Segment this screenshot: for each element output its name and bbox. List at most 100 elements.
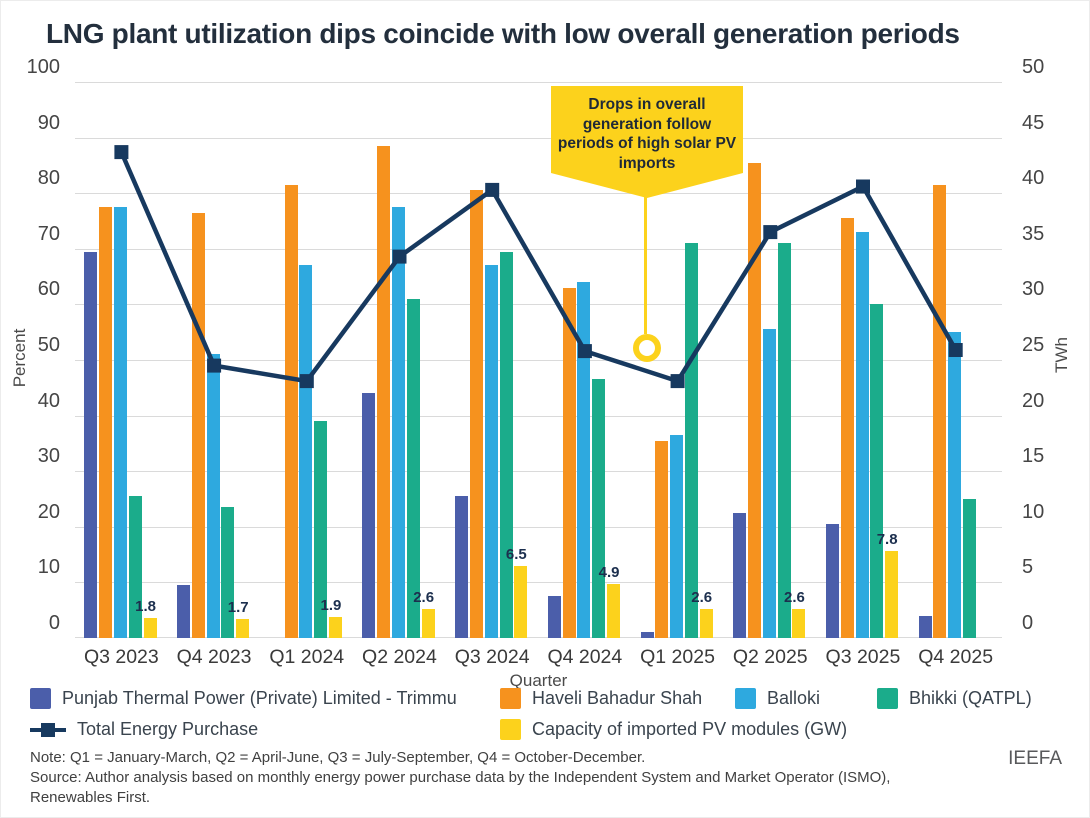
legend-swatch	[500, 688, 521, 709]
bar-capacity-of-imported-pv-modules-gw-	[143, 617, 157, 638]
bar-balloki	[299, 265, 313, 638]
pv-value-label: 1.9	[320, 596, 342, 614]
legend-swatch	[500, 719, 521, 740]
grid-line	[75, 471, 1002, 473]
bar-group: 4.9	[539, 82, 632, 638]
grid-line	[75, 193, 1002, 195]
legend-label: Bhikki (QATPL)	[909, 688, 1032, 708]
left-axis-tick-label: 10	[37, 556, 60, 579]
x-axis-tick-label: Q1 2024	[269, 646, 345, 668]
line-marker	[763, 225, 778, 240]
bar-balloki	[577, 282, 591, 638]
pv-value-label: 1.7	[227, 599, 249, 617]
bar-haveli-bahadur-shah	[840, 218, 854, 638]
line-marker	[207, 358, 222, 373]
legend-item: Haveli Bahadur Shah	[500, 688, 702, 709]
x-axis-tick-label: Q2 2025	[732, 646, 808, 668]
line-legend-marker	[41, 722, 55, 737]
bar-balloki	[762, 329, 776, 638]
line-marker	[392, 249, 407, 264]
line-marker	[114, 145, 129, 160]
line-marker	[299, 374, 314, 389]
bar-punjab-thermal-power-private-limited-trimmu	[362, 393, 376, 638]
right-axis-tick-label: 25	[1022, 334, 1045, 356]
bar-capacity-of-imported-pv-modules-gw-	[236, 619, 250, 638]
legend-swatch	[735, 688, 756, 709]
bar-capacity-of-imported-pv-modules-gw-	[328, 616, 342, 638]
bar-balloki	[670, 435, 684, 638]
annotation-ring-marker	[633, 334, 661, 362]
right-axis-tick-label: 10	[1022, 500, 1045, 523]
bar-capacity-of-imported-pv-modules-gw-	[792, 609, 806, 638]
bar-bhikki-qatpl-	[777, 243, 791, 638]
legend-item: Total Energy Purchase	[30, 719, 258, 740]
x-axis-tick-label: Q1 2025	[640, 646, 715, 668]
annotation-callout: Drops in overall generation follow perio…	[551, 86, 743, 198]
grid-line	[75, 304, 1002, 306]
bar-bhikki-qatpl-	[963, 499, 977, 638]
line-marker	[670, 374, 685, 389]
right-axis-tick-label: 15	[1022, 445, 1045, 468]
footnotes: Note: Q1 = January-March, Q2 = April-Jun…	[30, 748, 890, 807]
bar-punjab-thermal-power-private-limited-trimmu	[918, 615, 932, 638]
bar-balloki	[206, 354, 220, 638]
grid-line	[75, 360, 1002, 361]
bar-balloki	[484, 265, 498, 638]
legend-label: Punjab Thermal Power (Private) Limited -…	[62, 688, 457, 708]
bar-balloki	[855, 232, 869, 638]
bar-group: 2.6	[724, 82, 817, 638]
bar-haveli-bahadur-shah	[469, 190, 483, 638]
bar-group: 1.7	[168, 82, 261, 638]
bar-punjab-thermal-power-private-limited-trimmu	[733, 512, 747, 638]
bar-balloki	[113, 207, 127, 638]
legend-label: Capacity of imported PV modules (GW)	[532, 719, 848, 739]
right-axis-tick-label: 20	[1022, 389, 1045, 412]
pv-value-label: 4.9	[598, 563, 620, 581]
note-line: Note: Q1 = January-March, Q2 = April-Jun…	[30, 749, 646, 766]
bar-haveli-bahadur-shah	[748, 162, 762, 638]
bar-capacity-of-imported-pv-modules-gw-	[607, 583, 621, 638]
grid-line	[75, 248, 1002, 250]
right-axis-tick-label: 40	[1022, 167, 1045, 190]
pv-value-label: 2.6	[784, 589, 805, 607]
total-energy-purchase-line	[114, 145, 963, 389]
bar-haveli-bahadur-shah	[933, 184, 947, 638]
legend-item: Punjab Thermal Power (Private) Limited -…	[30, 688, 457, 709]
left-axis-tick-label: 50	[37, 334, 60, 356]
left-axis-tick-label: 0	[48, 612, 60, 634]
right-axis-tick-label: 0	[1022, 612, 1034, 634]
line-legend-icon	[30, 722, 66, 737]
grid-line	[75, 415, 1002, 417]
bar-punjab-thermal-power-private-limited-trimmu	[177, 585, 191, 638]
legend-swatch	[30, 688, 51, 709]
left-axis-tick-label: 40	[37, 389, 60, 412]
bar-bhikki-qatpl-	[128, 496, 142, 638]
bar-punjab-thermal-power-private-limited-trimmu	[547, 596, 561, 638]
grid-line	[75, 637, 1002, 638]
legend-label: Total Energy Purchase	[77, 719, 259, 739]
annotation-connector-line	[644, 197, 647, 334]
line-marker	[485, 182, 500, 197]
bar-group: 1.8	[75, 82, 168, 638]
legend-item: Capacity of imported PV modules (GW)	[500, 719, 847, 740]
line-path	[119, 151, 958, 384]
bar-bhikki-qatpl-	[499, 251, 513, 638]
bar-haveli-bahadur-shah	[655, 440, 669, 638]
left-axis-tick-label: 30	[37, 445, 60, 468]
x-axis-tick-label: Q4 2025	[918, 646, 994, 668]
source-line-2: Renewables First.	[30, 788, 151, 806]
bar-capacity-of-imported-pv-modules-gw-	[514, 565, 528, 638]
bar-group: 2.6	[353, 82, 446, 638]
grid-line	[75, 82, 1002, 83]
line-marker	[577, 344, 592, 359]
bar-group: 2.6	[631, 82, 724, 638]
bar-bhikki-qatpl-	[314, 421, 328, 638]
left-axis-tick-label: 80	[37, 167, 60, 190]
left-axis-tick-label: 20	[37, 500, 60, 523]
annotation-text: Drops in overall generation follow perio…	[557, 96, 737, 172]
bar-punjab-thermal-power-private-limited-trimmu	[84, 251, 98, 638]
bar-group: 6.5	[446, 82, 539, 638]
bar-punjab-thermal-power-private-limited-trimmu	[455, 496, 469, 638]
bar-punjab-thermal-power-private-limited-trimmu	[640, 632, 654, 638]
